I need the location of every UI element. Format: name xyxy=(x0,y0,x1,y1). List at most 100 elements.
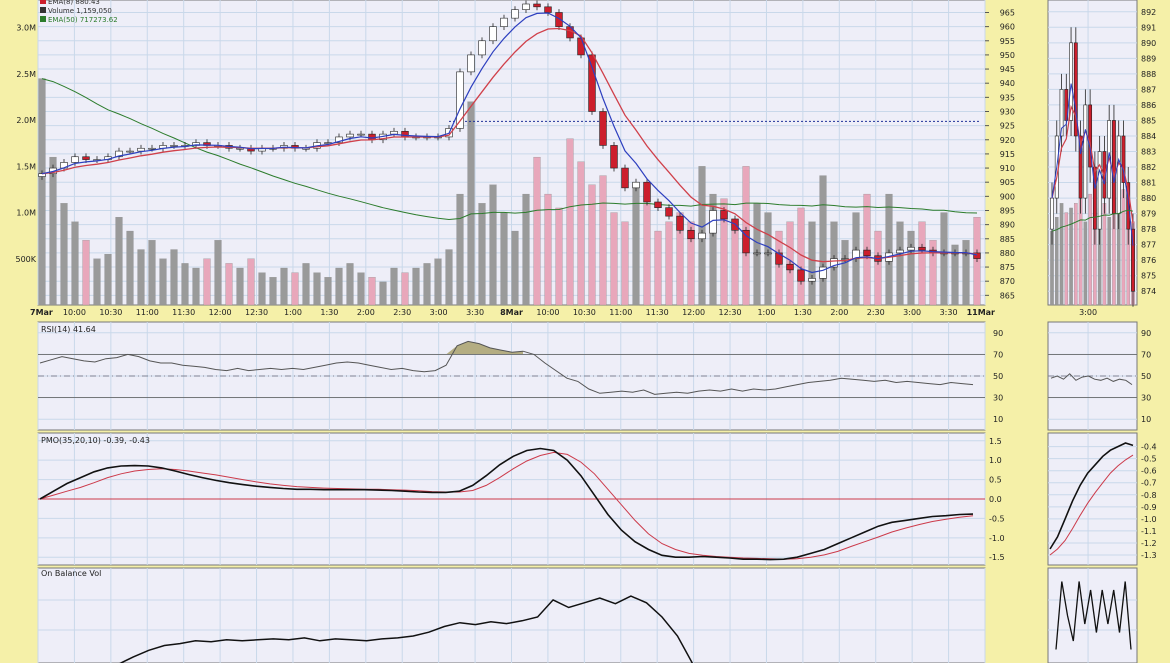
legend-label: Volume 1,159,050 xyxy=(48,7,112,15)
candle-down xyxy=(775,252,783,265)
price-right-tick-label: 874 xyxy=(1141,287,1156,296)
volume-bar xyxy=(71,221,79,306)
volume-bar xyxy=(1088,193,1092,306)
volume-bar xyxy=(302,263,310,306)
volume-bar xyxy=(1107,217,1111,306)
volume-bar xyxy=(269,277,277,306)
x-tick-label: 2:00 xyxy=(830,308,848,317)
candle-down xyxy=(544,6,552,13)
price-tick-label: 920 xyxy=(1000,136,1015,145)
volume-bar xyxy=(500,212,508,306)
volume-tick-label: 2.0M xyxy=(16,116,36,125)
candle-up xyxy=(346,133,354,138)
candle-up xyxy=(511,9,519,19)
volume-bar xyxy=(720,198,728,306)
volume-bar xyxy=(148,240,156,306)
candle-down xyxy=(687,229,695,240)
pmo-right-tick-label: -1.2 xyxy=(1141,539,1157,548)
candle-down xyxy=(599,111,607,146)
volume-bar xyxy=(137,249,145,306)
x-tick-label: 3:30 xyxy=(940,308,958,317)
price-tick-label: 870 xyxy=(1000,277,1015,286)
price-tick-label: 950 xyxy=(1000,51,1015,60)
candle-up xyxy=(1059,89,1064,137)
volume-bar xyxy=(819,175,827,306)
candle-down xyxy=(1131,228,1135,292)
price-right-tick-label: 884 xyxy=(1141,132,1156,141)
volume-tick-label: 1.0M xyxy=(16,209,36,218)
volume-bar xyxy=(423,263,431,306)
rsi-right-tick-label: 10 xyxy=(1141,415,1151,424)
x-tick-label: 3:00 xyxy=(1079,308,1097,317)
volume-bar xyxy=(1078,198,1083,306)
candle-down xyxy=(1088,104,1093,168)
candle-down xyxy=(1121,135,1126,183)
x-tick-label: 11Mar xyxy=(967,308,995,317)
price-right-tick-label: 885 xyxy=(1141,116,1156,125)
volume-bar xyxy=(489,184,497,306)
candle-up xyxy=(148,147,156,150)
volume-bar xyxy=(236,267,244,306)
price-right-tick-label: 878 xyxy=(1141,225,1156,234)
candle-down xyxy=(643,181,651,203)
candle-down xyxy=(82,156,90,160)
price-right-tick-label: 889 xyxy=(1141,54,1156,63)
volume-bar xyxy=(1121,189,1126,306)
volume-bar xyxy=(566,138,574,306)
volume-bar xyxy=(962,240,970,306)
x-tick-label: 3:00 xyxy=(430,308,448,317)
pmo-right-tick-label: -0.4 xyxy=(1141,443,1157,452)
candle-down xyxy=(1092,166,1097,230)
candle-up xyxy=(38,173,46,177)
volume-bar xyxy=(544,193,552,306)
x-tick-label: 12:00 xyxy=(682,308,705,317)
rsi-right-tick-label: 90 xyxy=(1141,329,1151,338)
volume-bar xyxy=(467,101,475,306)
volume-bar xyxy=(764,212,772,306)
x-tick-label: 12:00 xyxy=(209,308,232,317)
pmo-right-tick-label: -1.0 xyxy=(1141,515,1157,524)
x-tick-label: 11:30 xyxy=(172,308,195,317)
legend-label: EMA(8) 880.43 xyxy=(48,0,100,6)
volume-bar xyxy=(874,230,882,306)
pmo-right-tick-label: -0.8 xyxy=(1141,491,1157,500)
volume-bar xyxy=(324,277,332,306)
volume-bar xyxy=(247,258,255,306)
volume-bar xyxy=(1074,203,1078,306)
volume-bar xyxy=(522,193,530,306)
volume-bar xyxy=(60,203,68,306)
rsi-tick-label: 10 xyxy=(993,415,1003,424)
candle-down xyxy=(786,263,794,271)
price-tick-label: 925 xyxy=(1000,122,1015,131)
volume-bar xyxy=(401,272,409,306)
pmo-right-tick-label: -0.5 xyxy=(1141,455,1157,464)
volume-bar xyxy=(687,221,695,306)
price-tick-label: 965 xyxy=(1000,8,1015,17)
price-tick-label: 885 xyxy=(1000,235,1015,244)
volume-bar xyxy=(841,240,849,306)
volume-bar xyxy=(379,281,387,306)
candle-up xyxy=(819,266,827,279)
pmo-line xyxy=(39,447,974,561)
candle-up xyxy=(456,71,464,129)
candle-up xyxy=(1083,104,1088,199)
volume-bar xyxy=(170,249,178,306)
volume-bar xyxy=(115,217,123,306)
volume-bar xyxy=(225,263,233,306)
price-tick-label: 955 xyxy=(1000,37,1015,46)
ema-fast-line xyxy=(1051,83,1134,246)
volume-bar xyxy=(632,184,640,306)
volume-bar xyxy=(577,161,585,306)
price-right-tick-label: 883 xyxy=(1141,148,1156,157)
x-tick-label: 2:30 xyxy=(867,308,885,317)
price-tick-label: 940 xyxy=(1000,79,1015,88)
volume-bar xyxy=(258,272,266,306)
volume-bar xyxy=(38,78,46,306)
rsi-tick-label: 50 xyxy=(993,372,1003,381)
candle-up xyxy=(1097,151,1102,230)
volume-bar xyxy=(533,156,541,306)
volume-bar xyxy=(412,267,420,306)
candle-up xyxy=(808,278,816,282)
volume-bar xyxy=(511,230,519,306)
